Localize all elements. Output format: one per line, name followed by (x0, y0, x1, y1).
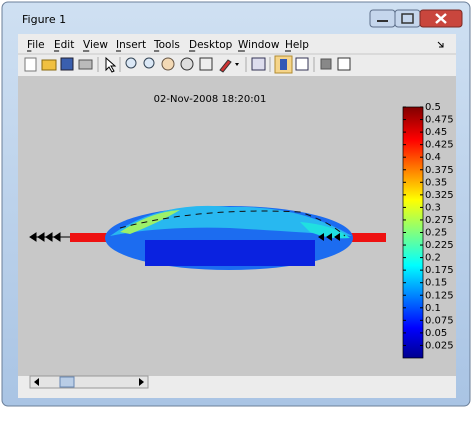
menu-item[interactable]: Tools (153, 39, 180, 51)
tool-pan[interactable] (161, 57, 175, 71)
menu-item[interactable]: Edit (54, 39, 74, 51)
tool-brush[interactable] (219, 59, 232, 73)
menu-bar: File Edit View Insert Tools Desktop Window Help (27, 39, 309, 52)
tool-show-tools[interactable] (337, 57, 351, 71)
tool-rotate[interactable] (180, 57, 194, 71)
flow-region (145, 240, 315, 266)
inlet-bar (70, 233, 118, 242)
tool-open[interactable] (41, 59, 57, 71)
menu-item[interactable]: View (83, 39, 108, 51)
tool-zoom-out[interactable] (143, 57, 155, 69)
icon (235, 63, 239, 66)
flow-region (120, 210, 180, 234)
arrows (318, 233, 340, 241)
menu-item[interactable]: Help (285, 39, 309, 51)
scrollbar[interactable] (29, 375, 149, 389)
tool-save[interactable] (60, 57, 74, 71)
icon (401, 13, 414, 24)
tool-select[interactable] (105, 56, 117, 73)
flow-region (300, 222, 350, 239)
tool-datacursor[interactable] (199, 57, 213, 71)
toolbar (24, 55, 351, 74)
colorbar-tick-label: 0.5 (425, 102, 441, 113)
colorbar-tick-label: 0.4 (425, 152, 441, 163)
maximize-button[interactable] (394, 9, 421, 28)
tool-new[interactable] (24, 57, 37, 72)
colorbar-tick-label: 0.275 (425, 215, 454, 226)
colorbar-tick-label: 0.125 (425, 290, 454, 301)
window-title: Figure 1 (22, 13, 66, 26)
scroll-right[interactable] (139, 378, 144, 386)
scroll-left[interactable] (34, 378, 39, 386)
plot-image (29, 205, 386, 270)
colorbar-tick-label: 0.025 (425, 340, 454, 351)
colorbar-tick-label: 0.3 (425, 202, 441, 213)
arrows (29, 232, 70, 242)
icon (435, 13, 447, 24)
tool-print[interactable] (78, 59, 93, 70)
colorbar-tick-label: 0.475 (425, 115, 454, 126)
tool-hide-tools[interactable] (320, 58, 332, 70)
colorbar-tick-label: 0.05 (425, 328, 447, 339)
colorbar-tick-label: 0.225 (425, 240, 454, 251)
icon (280, 59, 287, 70)
colorbar-tick-label: 0.35 (425, 177, 447, 188)
minimize-button[interactable] (369, 9, 396, 28)
colorbar-tick-label: 0.425 (425, 140, 454, 151)
colorbar-tick-label: 0.2 (425, 253, 441, 264)
colorbar-tick-label: 0.375 (425, 165, 454, 176)
colorbar-tick-label: 0.15 (425, 278, 447, 289)
colorbar-tick-label: 0.25 (425, 228, 447, 239)
icon (437, 41, 444, 48)
streamline (119, 210, 346, 237)
menu-item[interactable]: Window (238, 39, 280, 51)
menu-item[interactable]: Insert (116, 39, 146, 51)
colorbar-axis: 0.0250.050.0750.10.1250.150.1750.20.2250… (403, 102, 454, 351)
menu-item[interactable]: File (27, 39, 45, 51)
plot-title: 02-Nov-2008 18:20:01 (154, 94, 267, 105)
colorbar-tick-label: 0.1 (425, 303, 441, 314)
colorbar-tick-label: 0.45 (425, 127, 447, 138)
scroll-thumb[interactable] (59, 376, 75, 388)
colorbar-tick-label: 0.175 (425, 265, 454, 276)
colorbar-tick-label: 0.325 (425, 190, 454, 201)
tool-zoom-in[interactable] (125, 57, 137, 69)
menu-item[interactable]: Desktop (189, 39, 233, 51)
tool-legend[interactable] (295, 57, 309, 71)
tool-link[interactable] (251, 57, 266, 71)
colorbar-tick-label: 0.075 (425, 315, 454, 326)
